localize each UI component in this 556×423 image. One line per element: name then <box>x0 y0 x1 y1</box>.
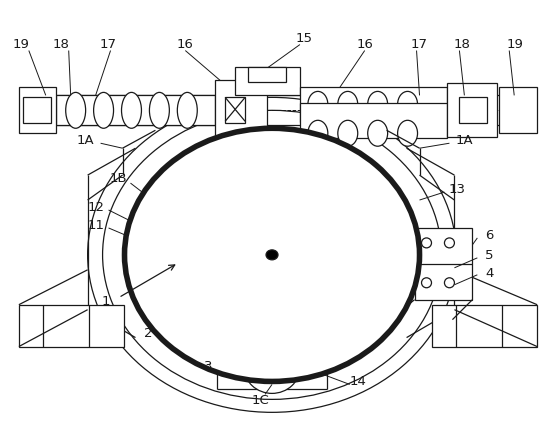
Text: 1B: 1B <box>110 172 127 184</box>
Ellipse shape <box>93 92 113 128</box>
Bar <box>499 88 537 133</box>
Ellipse shape <box>266 250 278 260</box>
Text: 1A: 1A <box>455 134 473 147</box>
Ellipse shape <box>160 160 384 349</box>
Bar <box>56 95 215 125</box>
Bar <box>459 97 487 123</box>
Ellipse shape <box>150 92 170 128</box>
Text: 19: 19 <box>12 38 29 51</box>
Text: 4: 4 <box>485 267 494 280</box>
Text: 5: 5 <box>485 249 494 262</box>
Text: 18: 18 <box>454 38 471 51</box>
Ellipse shape <box>421 238 431 248</box>
Text: 12: 12 <box>87 201 104 214</box>
Ellipse shape <box>444 278 454 288</box>
Bar <box>433 305 537 346</box>
Bar <box>235 68 300 95</box>
Text: 1A: 1A <box>77 134 95 147</box>
Text: 2: 2 <box>144 327 153 340</box>
Ellipse shape <box>398 91 418 117</box>
Ellipse shape <box>368 91 388 117</box>
Ellipse shape <box>421 278 431 288</box>
Bar <box>225 97 245 123</box>
Bar <box>300 103 448 138</box>
Text: 16: 16 <box>356 38 373 51</box>
Text: 18: 18 <box>52 38 69 51</box>
Ellipse shape <box>102 110 441 399</box>
Bar <box>415 228 473 300</box>
Ellipse shape <box>177 92 197 128</box>
Text: 19: 19 <box>507 38 524 51</box>
Bar <box>23 97 51 123</box>
Ellipse shape <box>267 175 277 185</box>
Ellipse shape <box>267 324 277 335</box>
Bar <box>300 88 448 122</box>
Ellipse shape <box>444 238 454 248</box>
Ellipse shape <box>244 341 300 393</box>
Ellipse shape <box>398 120 418 146</box>
Ellipse shape <box>66 92 86 128</box>
Ellipse shape <box>257 354 287 382</box>
Bar <box>215 80 267 140</box>
Text: 6: 6 <box>485 229 494 242</box>
Ellipse shape <box>338 120 358 146</box>
Text: 11: 11 <box>87 220 104 233</box>
Text: 3: 3 <box>204 360 212 373</box>
Text: 17: 17 <box>100 38 117 51</box>
Ellipse shape <box>308 91 328 117</box>
Ellipse shape <box>308 120 328 146</box>
Bar <box>19 88 56 133</box>
Bar <box>448 83 497 137</box>
Ellipse shape <box>88 97 456 412</box>
Text: 1C: 1C <box>251 394 269 407</box>
Text: 17: 17 <box>411 38 428 51</box>
Text: 13: 13 <box>449 183 466 195</box>
Ellipse shape <box>234 222 310 288</box>
Ellipse shape <box>368 120 388 146</box>
Ellipse shape <box>349 250 359 260</box>
Text: 15: 15 <box>295 32 312 45</box>
Bar <box>19 305 123 346</box>
Ellipse shape <box>185 250 195 260</box>
Text: 16: 16 <box>177 38 193 51</box>
Ellipse shape <box>338 91 358 117</box>
Ellipse shape <box>122 92 141 128</box>
Text: 14: 14 <box>349 375 366 388</box>
Bar <box>248 68 286 82</box>
Text: 1: 1 <box>101 295 110 308</box>
Ellipse shape <box>125 128 420 382</box>
